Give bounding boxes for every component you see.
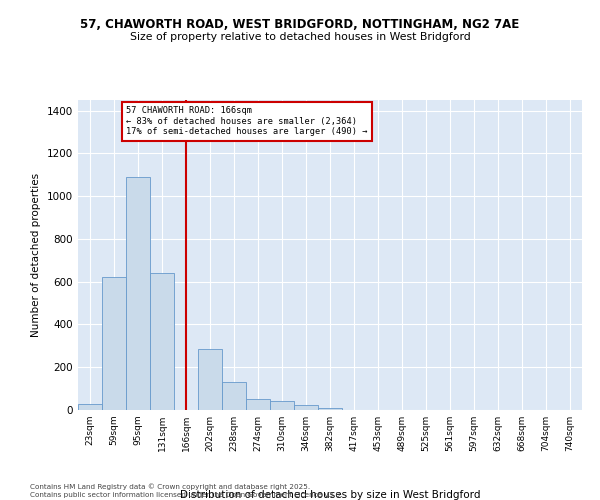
Text: 57, CHAWORTH ROAD, WEST BRIDGFORD, NOTTINGHAM, NG2 7AE: 57, CHAWORTH ROAD, WEST BRIDGFORD, NOTTI… xyxy=(80,18,520,30)
Bar xyxy=(318,408,342,410)
Text: Size of property relative to detached houses in West Bridgford: Size of property relative to detached ho… xyxy=(130,32,470,42)
X-axis label: Distribution of detached houses by size in West Bridgford: Distribution of detached houses by size … xyxy=(180,490,480,500)
Text: 57 CHAWORTH ROAD: 166sqm
← 83% of detached houses are smaller (2,364)
17% of sem: 57 CHAWORTH ROAD: 166sqm ← 83% of detach… xyxy=(126,106,367,136)
Bar xyxy=(294,404,318,410)
Bar xyxy=(270,402,294,410)
Bar xyxy=(78,404,102,410)
Y-axis label: Number of detached properties: Number of detached properties xyxy=(31,173,41,337)
Bar xyxy=(246,400,270,410)
Bar xyxy=(198,349,222,410)
Text: Contains HM Land Registry data © Crown copyright and database right 2025.
Contai: Contains HM Land Registry data © Crown c… xyxy=(30,484,343,498)
Bar xyxy=(222,382,246,410)
Bar xyxy=(102,278,126,410)
Bar xyxy=(150,273,174,410)
Bar xyxy=(126,177,150,410)
